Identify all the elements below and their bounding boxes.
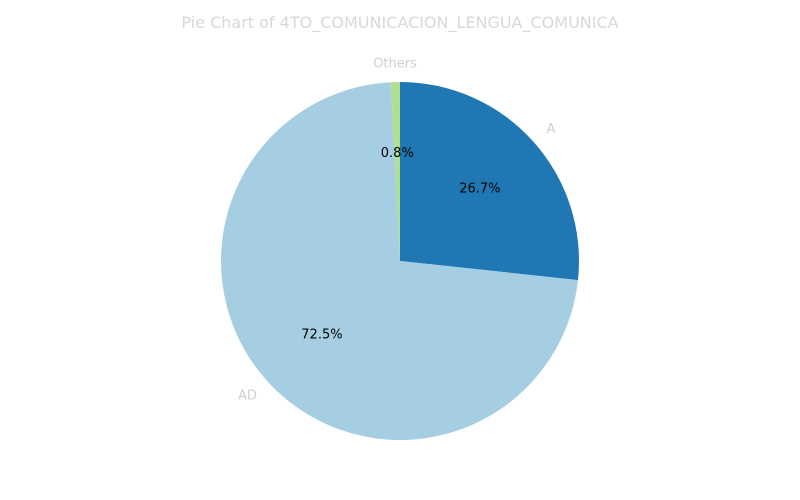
pie-slice-others: [391, 82, 400, 261]
pie-percent-label-ad: 72.5%: [301, 327, 342, 342]
chart-title: Pie Chart of 4TO_COMUNICACION_LENGUA_COM…: [181, 13, 618, 33]
pie-category-label-a: A: [546, 122, 555, 137]
pie-category-label-others: Others: [373, 57, 417, 72]
pie-percent-label-others: 0.8%: [381, 146, 414, 161]
pie-labels: 26.7% A 72.5% AD 0.8% Others: [238, 57, 555, 404]
pie-slice-ad: [220, 82, 578, 441]
pie-category-label-ad: AD: [238, 389, 257, 404]
pie-slices: [220, 82, 579, 441]
pie-percent-label-a: 26.7%: [459, 182, 500, 197]
pie-slice-a: [400, 82, 579, 281]
